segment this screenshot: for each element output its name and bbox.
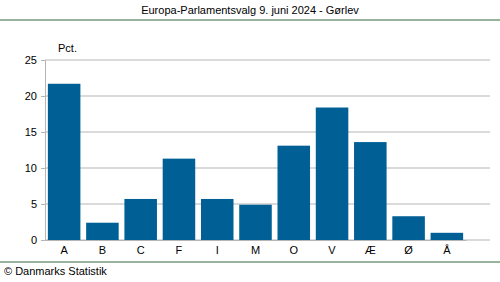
x-tick: M (251, 240, 260, 256)
y-tick: 20 (25, 90, 45, 102)
bar (392, 216, 425, 240)
x-tick: A (60, 240, 68, 256)
y-tick-mark (41, 60, 45, 61)
x-tick-label: A (60, 244, 68, 256)
footer-rule (0, 262, 500, 263)
x-tick-label: M (251, 244, 260, 256)
bar (354, 142, 387, 240)
bar (86, 223, 119, 240)
x-tick-label: O (289, 244, 298, 256)
grid-line (45, 132, 490, 133)
bar (163, 159, 196, 240)
bars (48, 84, 463, 240)
grid-line (45, 204, 490, 205)
y-axis: 0 5 10 15 20 25 (25, 54, 46, 246)
y-tick-mark (41, 240, 45, 241)
x-tick: I (216, 240, 219, 256)
y-tick-mark (41, 204, 45, 205)
x-axis: ABCFIMOVÆØÅ (46, 240, 467, 256)
y-axis-line (41, 61, 46, 241)
x-tick: F (176, 240, 183, 256)
x-tick: Ø (404, 240, 413, 256)
x-tick-label: B (99, 244, 106, 256)
y-tick: 0 (31, 234, 45, 246)
y-tick-label: 20 (25, 90, 37, 102)
bar (431, 233, 464, 240)
x-tick: Æ (365, 240, 376, 256)
y-axis-label: Pct. (58, 42, 77, 54)
y-tick-mark (41, 96, 45, 97)
y-tick: 25 (25, 54, 45, 66)
y-tick-label: 15 (25, 126, 37, 138)
bar (239, 205, 272, 240)
bar (48, 84, 81, 240)
header-rule (0, 20, 500, 21)
x-tick-label: I (216, 244, 219, 256)
x-tick-label: F (176, 244, 183, 256)
chart: Europa-Parlamentsvalg 9. juni 2024 - Gør… (0, 0, 500, 282)
y-tick: 15 (25, 126, 45, 138)
y-tick: 5 (31, 198, 45, 210)
grid-line (45, 96, 490, 97)
grid-line (45, 60, 490, 61)
grid (45, 60, 490, 240)
x-tick: V (328, 240, 336, 256)
x-tick-label: Æ (365, 244, 376, 256)
bar (316, 108, 349, 240)
y-tick: 10 (25, 162, 45, 174)
y-tick-mark (41, 132, 45, 133)
bar (124, 199, 157, 240)
title: Europa-Parlamentsvalg 9. juni 2024 - Gør… (141, 4, 359, 16)
y-tick-label: 10 (25, 162, 37, 174)
x-tick: Å (443, 240, 451, 256)
y-tick-label: 5 (31, 198, 37, 210)
source: © Danmarks Statistik (4, 265, 107, 277)
x-tick: B (99, 240, 106, 256)
x-tick-label: C (137, 244, 145, 256)
x-tick: C (137, 240, 145, 256)
y-tick-label: 0 (31, 234, 37, 246)
x-tick-label: Ø (404, 244, 413, 256)
bar (278, 146, 311, 240)
bar (201, 199, 234, 240)
y-tick-label: 25 (25, 54, 37, 66)
grid-line (45, 168, 490, 169)
x-tick-label: Å (443, 244, 451, 256)
x-tick: O (289, 240, 298, 256)
y-tick-mark (41, 168, 45, 169)
x-tick-label: V (328, 244, 336, 256)
x-axis-line (46, 240, 467, 241)
